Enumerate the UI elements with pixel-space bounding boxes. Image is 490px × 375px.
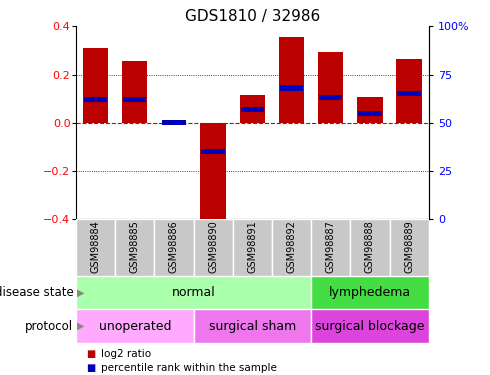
Bar xyxy=(272,219,311,276)
Bar xyxy=(311,276,429,309)
Bar xyxy=(83,48,108,123)
Bar xyxy=(311,219,350,276)
Bar xyxy=(240,95,265,123)
Text: GSM98886: GSM98886 xyxy=(169,220,179,273)
Text: percentile rank within the sample: percentile rank within the sample xyxy=(101,363,277,373)
Bar xyxy=(76,276,311,309)
Text: GSM98890: GSM98890 xyxy=(208,220,218,273)
Text: GSM98884: GSM98884 xyxy=(91,220,100,273)
Bar xyxy=(123,97,147,102)
Bar xyxy=(115,219,154,276)
Bar xyxy=(279,37,304,123)
Bar xyxy=(84,97,107,102)
Bar xyxy=(122,61,147,123)
Bar xyxy=(194,219,233,276)
Text: unoperated: unoperated xyxy=(98,320,171,333)
Text: GSM98891: GSM98891 xyxy=(247,220,257,273)
Bar xyxy=(233,219,272,276)
Bar xyxy=(280,86,303,91)
Bar xyxy=(319,95,343,100)
Text: log2 ratio: log2 ratio xyxy=(101,350,151,359)
Text: GSM98889: GSM98889 xyxy=(404,220,414,273)
Bar xyxy=(318,52,343,123)
Bar xyxy=(76,219,115,276)
Text: surgical sham: surgical sham xyxy=(209,320,296,333)
Text: ▶: ▶ xyxy=(77,321,84,331)
Bar xyxy=(357,98,383,123)
Text: GSM98888: GSM98888 xyxy=(365,220,375,273)
Text: normal: normal xyxy=(172,286,216,299)
Text: ▶: ▶ xyxy=(77,288,84,297)
Text: disease state: disease state xyxy=(0,286,74,299)
Bar xyxy=(396,59,422,123)
Text: surgical blockage: surgical blockage xyxy=(315,320,425,333)
Bar xyxy=(162,120,186,126)
Bar xyxy=(397,91,421,96)
Title: GDS1810 / 32986: GDS1810 / 32986 xyxy=(185,9,320,24)
Bar xyxy=(201,149,225,154)
Bar xyxy=(390,219,429,276)
Text: ■: ■ xyxy=(86,363,95,373)
Bar xyxy=(76,309,194,343)
Bar xyxy=(200,123,226,224)
Bar xyxy=(194,309,311,343)
Text: GSM98887: GSM98887 xyxy=(326,220,336,273)
Bar xyxy=(350,219,390,276)
Bar xyxy=(311,309,429,343)
Bar xyxy=(154,219,194,276)
Text: GSM98892: GSM98892 xyxy=(287,220,296,273)
Text: lymphedema: lymphedema xyxy=(329,286,411,299)
Bar xyxy=(358,111,382,116)
Text: GSM98885: GSM98885 xyxy=(130,220,140,273)
Text: protocol: protocol xyxy=(25,320,74,333)
Text: ■: ■ xyxy=(86,350,95,359)
Bar xyxy=(241,106,264,112)
